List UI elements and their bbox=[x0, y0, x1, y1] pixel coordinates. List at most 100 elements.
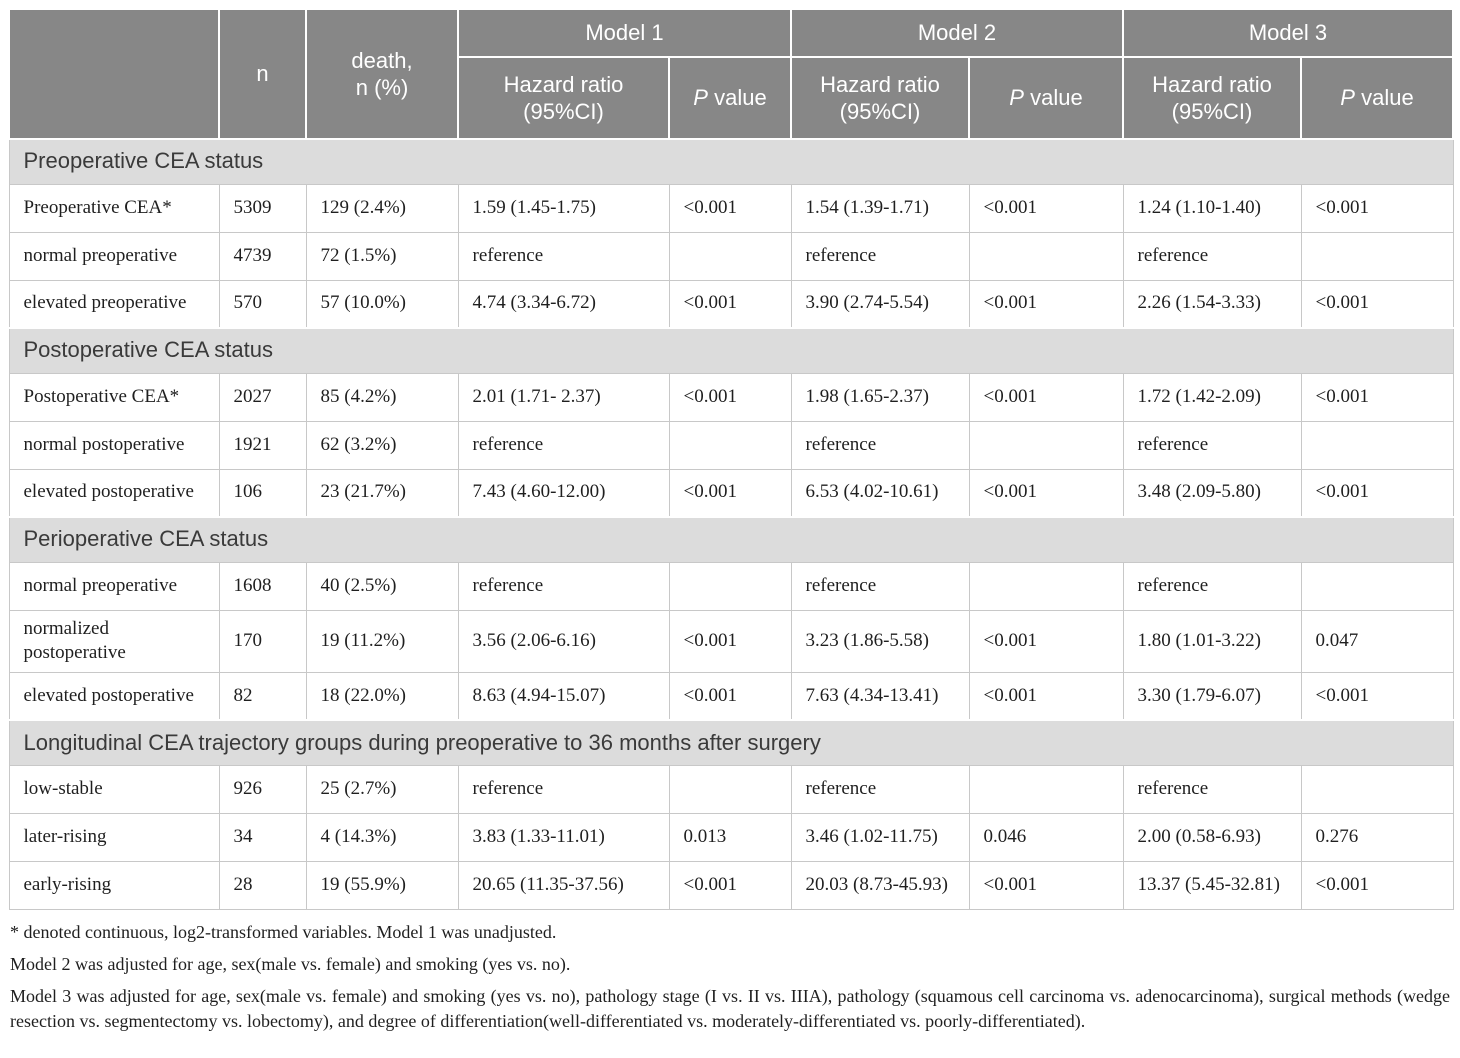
table-row: normal preoperative 4739 72 (1.5%) referenc… bbox=[8, 231, 1454, 281]
empty-header-cell bbox=[8, 8, 220, 140]
data-cell bbox=[668, 764, 792, 814]
hazard-ratio-header-m1: Hazard ratio (95%CI) bbox=[457, 56, 670, 140]
row-label-cell: low-stable bbox=[8, 764, 220, 814]
footnote-1: * denoted continuous, log2-transformed v… bbox=[10, 921, 557, 942]
data-cell: 106 bbox=[218, 468, 307, 518]
table-row: elevated postoperative 106 23 (21.7%) 7.43 … bbox=[8, 468, 1454, 518]
data-cell: 19 (11.2%) bbox=[305, 609, 459, 673]
data-cell bbox=[1300, 420, 1454, 470]
data-cell: 28 bbox=[218, 860, 307, 910]
data-cell: 129 (2.4%) bbox=[305, 183, 459, 233]
data-cell: 5309 bbox=[218, 183, 307, 233]
data-cell: reference bbox=[790, 764, 970, 814]
p-label-italic: P bbox=[693, 85, 708, 111]
data-cell: reference bbox=[1122, 420, 1302, 470]
data-cell: 2.01 (1.71- 2.37) bbox=[457, 372, 670, 422]
row-label-cell: normal preoperative bbox=[8, 231, 220, 281]
p-label-italic: P bbox=[1009, 85, 1024, 111]
data-cell: 4739 bbox=[218, 231, 307, 281]
data-cell: reference bbox=[790, 561, 970, 611]
p-label-rest: value bbox=[707, 85, 767, 111]
data-cell: 3.48 (2.09-5.80) bbox=[1122, 468, 1302, 518]
data-cell: 19 (55.9%) bbox=[305, 860, 459, 910]
section-row: Perioperative CEA status bbox=[8, 516, 1454, 563]
data-cell: <0.001 bbox=[668, 279, 792, 329]
section-title: Postoperative CEA status bbox=[8, 327, 1454, 374]
data-cell bbox=[968, 420, 1124, 470]
paper-table-figure: n death, n (%) Model 1 Model 2 Model 3 H… bbox=[8, 8, 1454, 1032]
table-row: normalized postoperative 170 19 (11.2%) 3.5… bbox=[8, 609, 1454, 673]
data-cell: 1921 bbox=[218, 420, 307, 470]
data-cell: 7.43 (4.60-12.00) bbox=[457, 468, 670, 518]
row-label-cell: normalized postoperative bbox=[8, 609, 220, 673]
data-cell: <0.001 bbox=[1300, 468, 1454, 518]
data-cell: <0.001 bbox=[968, 372, 1124, 422]
table-header: n death, n (%) Model 1 Model 2 Model 3 H… bbox=[8, 8, 1454, 140]
data-cell: 170 bbox=[218, 609, 307, 673]
data-cell: 57 (10.0%) bbox=[305, 279, 459, 329]
data-cell: 3.30 (1.79-6.07) bbox=[1122, 671, 1302, 721]
data-cell: reference bbox=[457, 561, 670, 611]
row-label-cell: elevated postoperative bbox=[8, 468, 220, 518]
data-cell: <0.001 bbox=[1300, 183, 1454, 233]
data-cell: reference bbox=[1122, 231, 1302, 281]
data-cell: <0.001 bbox=[668, 671, 792, 721]
data-cell: <0.001 bbox=[968, 609, 1124, 673]
data-cell: 20.03 (8.73-45.93) bbox=[790, 860, 970, 910]
footnote-3: Model 3 was adjusted for age, sex(male v… bbox=[10, 986, 1450, 1032]
data-cell: reference bbox=[457, 231, 670, 281]
row-label-cell: Preoperative CEA* bbox=[8, 183, 220, 233]
data-cell: 1.98 (1.65-2.37) bbox=[790, 372, 970, 422]
data-cell bbox=[968, 764, 1124, 814]
data-cell: 3.90 (2.74-5.54) bbox=[790, 279, 970, 329]
data-cell: reference bbox=[790, 231, 970, 281]
section-row: Preoperative CEA status bbox=[8, 138, 1454, 185]
model-2-header: Model 2 bbox=[790, 8, 1124, 58]
data-cell: 0.046 bbox=[968, 812, 1124, 862]
data-cell: 926 bbox=[218, 764, 307, 814]
table-row: Postoperative CEA* 2027 85 (4.2%) 2.01 (1.7… bbox=[8, 372, 1454, 422]
data-cell: 3.56 (2.06-6.16) bbox=[457, 609, 670, 673]
data-cell: 1.72 (1.42-2.09) bbox=[1122, 372, 1302, 422]
n-column-header: n bbox=[218, 8, 307, 140]
data-cell: 85 (4.2%) bbox=[305, 372, 459, 422]
data-cell: <0.001 bbox=[668, 183, 792, 233]
data-cell: <0.001 bbox=[968, 671, 1124, 721]
data-cell: 3.46 (1.02-11.75) bbox=[790, 812, 970, 862]
data-cell bbox=[968, 231, 1124, 281]
data-cell: 2027 bbox=[218, 372, 307, 422]
death-column-header: death, n (%) bbox=[305, 8, 459, 140]
sub-header-row: Hazard ratio (95%CI) P value Hazard rati… bbox=[9, 56, 1454, 140]
table-body: Preoperative CEA status Preoperative CEA*… bbox=[8, 138, 1454, 910]
data-cell: <0.001 bbox=[1300, 279, 1454, 329]
data-cell: 62 (3.2%) bbox=[305, 420, 459, 470]
model-1-header: Model 1 bbox=[457, 8, 792, 58]
data-cell: <0.001 bbox=[668, 372, 792, 422]
data-cell: 3.23 (1.86-5.58) bbox=[790, 609, 970, 673]
table-row: low-stable 926 25 (2.7%) reference reference… bbox=[8, 764, 1454, 814]
data-cell: 1.59 (1.45-1.75) bbox=[457, 183, 670, 233]
data-cell: reference bbox=[1122, 764, 1302, 814]
data-cell: 6.53 (4.02-10.61) bbox=[790, 468, 970, 518]
table-row: Preoperative CEA* 5309 129 (2.4%) 1.59 (1.4… bbox=[8, 183, 1454, 233]
model-3-header: Model 3 bbox=[1122, 8, 1454, 58]
p-label-rest: value bbox=[1354, 85, 1414, 111]
hazard-ratio-header-m2: Hazard ratio (95%CI) bbox=[790, 56, 970, 140]
section-title: Preoperative CEA status bbox=[8, 138, 1454, 185]
data-cell: <0.001 bbox=[668, 860, 792, 910]
hazard-ratio-table: n death, n (%) Model 1 Model 2 Model 3 H… bbox=[8, 8, 1454, 910]
section-title: Longitudinal CEA trajectory groups durin… bbox=[8, 719, 1454, 766]
footnote-2: Model 2 was adjusted for age, sex(male v… bbox=[10, 954, 571, 975]
data-cell: 40 (2.5%) bbox=[305, 561, 459, 611]
data-cell: 4.74 (3.34-6.72) bbox=[457, 279, 670, 329]
data-cell: 0.013 bbox=[668, 812, 792, 862]
table-row: normal postoperative 1921 62 (3.2%) referen… bbox=[8, 420, 1454, 470]
data-cell: <0.001 bbox=[968, 183, 1124, 233]
section-row: Postoperative CEA status bbox=[8, 327, 1454, 374]
data-cell: <0.001 bbox=[968, 468, 1124, 518]
data-cell bbox=[668, 231, 792, 281]
data-cell bbox=[1300, 764, 1454, 814]
data-cell bbox=[668, 561, 792, 611]
row-label-cell: elevated preoperative bbox=[8, 279, 220, 329]
data-cell: 570 bbox=[218, 279, 307, 329]
